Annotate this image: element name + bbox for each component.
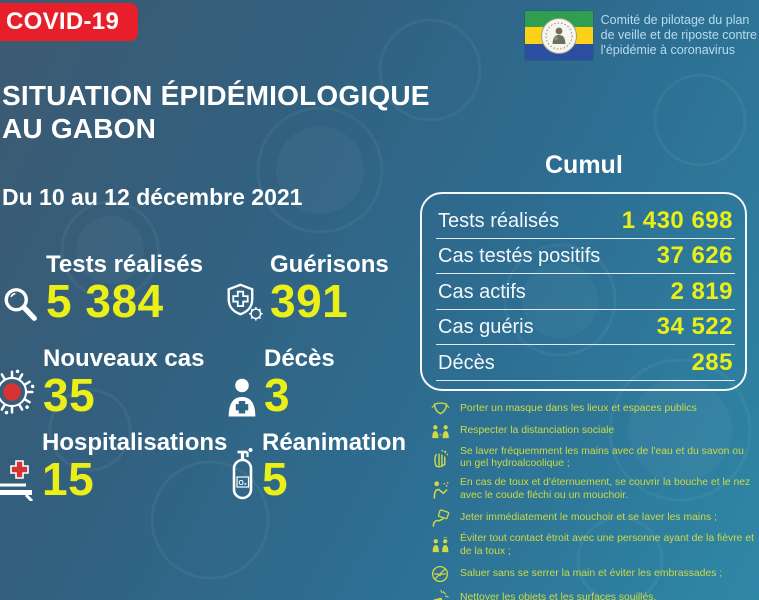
stat-value: 35 bbox=[43, 369, 96, 422]
prevention-guidelines: Porter un masque dans les lieux et espac… bbox=[429, 401, 757, 600]
distancing-icon bbox=[429, 424, 451, 440]
cumul-row-deces: Décès 285 bbox=[436, 345, 735, 381]
cumul-row-label: Décès bbox=[438, 351, 495, 374]
stat-reanimation: O₂ Réanimation 5 bbox=[230, 429, 407, 506]
stat-label: Réanimation bbox=[262, 429, 407, 456]
cumul-row-label: Cas testés positifs bbox=[438, 245, 601, 267]
cumul-row-cas-gueris: Cas guéris 34 522 bbox=[436, 310, 735, 345]
guideline-text: Respecter la distanciation sociale bbox=[460, 425, 615, 437]
stat-guerisons: Guérisons 391 bbox=[226, 251, 389, 328]
guideline-text: Éviter tout contact étroit avec une pers… bbox=[460, 533, 754, 557]
guideline-text: Saluer sans se serrer la main et éviter … bbox=[460, 567, 723, 579]
covid19-banner: COVID-19 bbox=[0, 3, 138, 41]
stat-label: Nouveaux cas bbox=[43, 345, 205, 372]
stat-tests-realises: Tests réalisés 5 384 bbox=[2, 251, 203, 328]
cumul-row-tests-realises: Tests réalisés 1 430 698 bbox=[436, 203, 735, 239]
stat-hospitalisations: Hospitalisations 15 bbox=[0, 429, 228, 506]
committee-title-line1: Comité de pilotage du plan bbox=[600, 12, 750, 27]
tissue-icon bbox=[429, 509, 451, 527]
stat-deces: Décès 3 bbox=[226, 345, 335, 422]
cumul-row-value: 1 430 698 bbox=[621, 206, 733, 234]
svg-text:O₂: O₂ bbox=[238, 480, 247, 487]
cumul-row-cas-testes-positifs: Cas testés positifs 37 626 bbox=[436, 239, 735, 274]
cough-elbow-icon bbox=[429, 480, 451, 500]
page-title-line1: SITUATION ÉPIDÉMIOLOGIQUE bbox=[2, 80, 430, 111]
mask-icon bbox=[429, 401, 451, 417]
person-cross-icon bbox=[226, 377, 258, 417]
covid19-banner-label: COVID-19 bbox=[6, 8, 120, 35]
guideline-item: Respecter la distanciation sociale bbox=[429, 424, 757, 440]
stat-value: 5 384 bbox=[46, 275, 164, 328]
committee-title-line2: de veille et de riposte contre bbox=[600, 27, 757, 42]
cumul-row-label: Cas actifs bbox=[438, 280, 526, 303]
guideline-item: Jeter immédiatement le mouchoir et se la… bbox=[429, 509, 757, 527]
avoid-contact-icon bbox=[429, 537, 451, 554]
guideline-item: En cas de toux et d'éternuement, se couv… bbox=[429, 477, 757, 502]
stat-nouveaux-cas: Nouveaux cas 35 bbox=[0, 345, 205, 422]
gabon-flag-logo bbox=[524, 11, 593, 60]
clean-surfaces-icon bbox=[429, 589, 451, 600]
guideline-text: En cas de toux et d'éternuement, se couv… bbox=[460, 477, 751, 501]
oxygen-tank-icon: O₂ bbox=[230, 447, 256, 501]
stat-label: Hospitalisations bbox=[42, 429, 228, 456]
cumul-row-cas-actifs: Cas actifs 2 819 bbox=[436, 274, 735, 310]
gabon-emblem-icon bbox=[540, 17, 577, 54]
hand-wash-icon bbox=[429, 449, 451, 468]
guideline-text: Porter un masque dans les lieux et espac… bbox=[460, 402, 697, 414]
guideline-item: Éviter tout contact étroit avec une pers… bbox=[429, 533, 757, 558]
committee-title: Comité de pilotage du plan de veille et … bbox=[601, 13, 759, 59]
guideline-text: Jeter immédiatement le mouchoir et se la… bbox=[460, 511, 717, 523]
page-title: SITUATION ÉPIDÉMIOLOGIQUE AU GABON bbox=[2, 80, 430, 146]
committee-title-line3: l'épidémie à coronavirus bbox=[600, 43, 736, 58]
shield-cross-virus-icon bbox=[226, 281, 264, 323]
guideline-item: Porter un masque dans les lieux et espac… bbox=[429, 401, 757, 417]
cumul-row-value: 285 bbox=[691, 348, 733, 376]
guideline-item: Se laver fréquemment les mains avec de l… bbox=[429, 446, 757, 471]
guideline-item: Saluer sans se serrer la main et éviter … bbox=[429, 565, 757, 583]
stat-value: 3 bbox=[264, 369, 291, 422]
committee-header: Comité de pilotage du plan de veille et … bbox=[524, 11, 759, 60]
stat-label: Tests réalisés bbox=[46, 251, 203, 278]
stat-label: Guérisons bbox=[270, 251, 389, 278]
guideline-text: Se laver fréquemment les mains avec de l… bbox=[460, 446, 744, 470]
guideline-text: Nettoyer les objets et les surfaces soui… bbox=[460, 591, 657, 600]
cumul-row-value: 2 819 bbox=[670, 277, 733, 305]
guideline-item: Nettoyer les objets et les surfaces soui… bbox=[429, 589, 757, 600]
cumul-title: Cumul bbox=[545, 151, 623, 179]
reporting-period: Du 10 au 12 décembre 2021 bbox=[2, 184, 303, 210]
page-title-line2: AU GABON bbox=[2, 112, 157, 144]
no-handshake-icon bbox=[429, 565, 451, 583]
hospital-bed-icon bbox=[0, 457, 36, 502]
cumul-row-label: Tests réalisés bbox=[438, 209, 560, 232]
stat-value: 15 bbox=[42, 453, 95, 506]
stat-label: Décès bbox=[264, 345, 335, 372]
cumul-table: Tests réalisés 1 430 698 Cas testés posi… bbox=[420, 192, 747, 391]
cumul-row-label: Cas guéris bbox=[438, 316, 534, 338]
stat-value: 5 bbox=[262, 453, 289, 506]
magnifier-icon bbox=[2, 286, 40, 323]
cumul-row-value: 37 626 bbox=[656, 242, 733, 269]
virus-icon bbox=[0, 367, 37, 417]
cumul-row-value: 34 522 bbox=[656, 313, 733, 340]
stat-value: 391 bbox=[270, 275, 349, 328]
